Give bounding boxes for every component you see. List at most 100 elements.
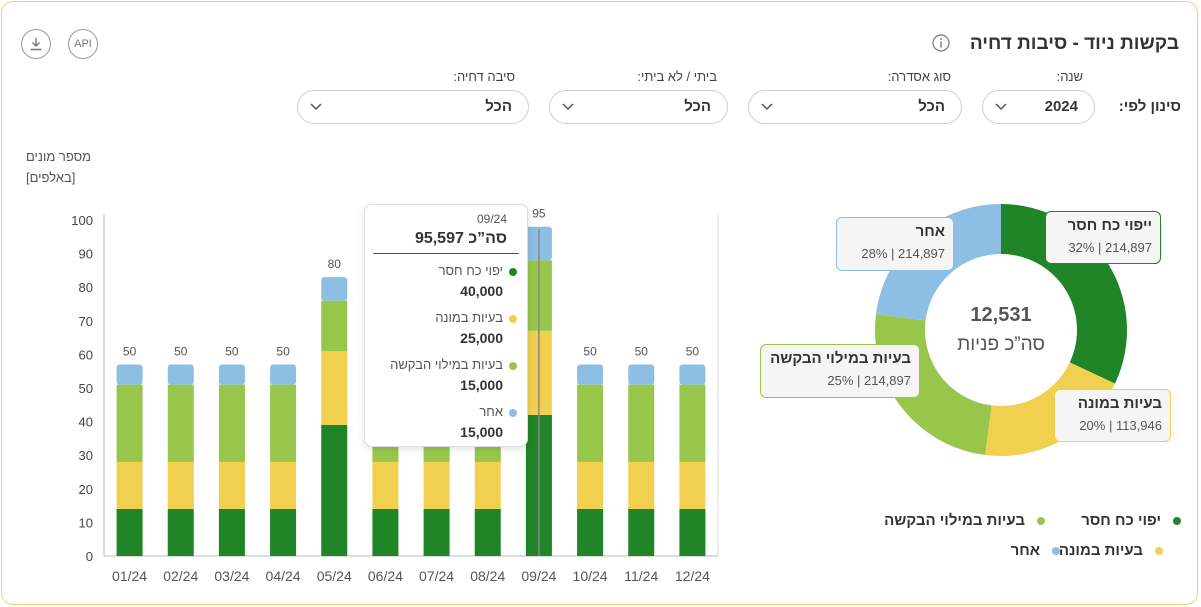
chevron-down-icon xyxy=(562,103,574,111)
x-tick-label: 01/24 xyxy=(112,568,147,584)
donut-label-name: בעיות במילוי הבקשה xyxy=(770,350,911,367)
donut-slice xyxy=(985,362,1116,456)
legend-label: אחר xyxy=(1010,542,1040,559)
donut-label-stats: 214,897 | 32% xyxy=(1068,240,1152,255)
api-label: API xyxy=(74,38,92,50)
x-tick-label: 02/24 xyxy=(163,568,198,584)
bar-segment xyxy=(679,461,706,509)
tooltip-item-value: 40,000 xyxy=(460,283,503,299)
y-tick-label: 70 xyxy=(79,314,93,329)
home-filter-label: ביתי / לא ביתי: xyxy=(637,69,717,84)
year-select[interactable]: 2024 xyxy=(982,90,1095,124)
legend-item[interactable]: אחר xyxy=(1011,542,1060,559)
donut-label-stats: 214,897 | 25% xyxy=(827,373,911,388)
bar-total-label: 95 xyxy=(532,207,546,221)
bar-segment xyxy=(116,384,143,462)
chevron-down-icon xyxy=(310,103,322,111)
chart-tooltip: 09/24 סה”כ 95,597 יפוי כח חסר 40,000 בעי… xyxy=(364,204,528,447)
bar-segment xyxy=(679,384,706,462)
legend-item[interactable]: בעיות במילוי הבקשה xyxy=(884,512,1045,529)
chevron-down-icon xyxy=(761,103,773,111)
year-filter-label: שנה: xyxy=(1056,69,1083,84)
reason-select[interactable]: הכל xyxy=(297,90,529,124)
tooltip-item-value: 25,000 xyxy=(460,330,503,346)
api-button[interactable]: API xyxy=(68,29,98,59)
year-select-value: 2024 xyxy=(1044,98,1078,115)
bar-total-label: 50 xyxy=(225,344,239,358)
tooltip-item-dot xyxy=(509,409,517,417)
donut-label-stats: 214,897 | 28% xyxy=(861,246,945,261)
info-icon[interactable] xyxy=(932,34,950,52)
x-tick-label: 11/24 xyxy=(624,568,658,584)
download-button[interactable] xyxy=(21,29,51,59)
bar-total-label: 50 xyxy=(276,344,290,358)
bar-segment xyxy=(577,508,604,556)
bar-segment xyxy=(218,508,245,556)
donut-label-other: אחר 214,897 | 28% xyxy=(836,217,954,271)
tooltip-item-name: בעיות במילוי הבקשה xyxy=(390,357,503,372)
y-tick-label: 90 xyxy=(79,247,93,262)
bar-segment xyxy=(628,384,655,462)
bar-segment xyxy=(474,508,501,556)
tooltip-item-name: אחר xyxy=(479,404,503,419)
bar-segment xyxy=(372,461,399,509)
legend-item[interactable]: בעיות במונה xyxy=(1059,542,1163,559)
y-tick-label: 20 xyxy=(79,482,93,497)
bar-segment xyxy=(321,277,348,301)
donut-label-missing-poa: ייפוי כח חסר 214,897 | 32% xyxy=(1045,211,1161,264)
bar-segment xyxy=(218,364,245,385)
bar-segment xyxy=(167,364,194,385)
bar-segment xyxy=(577,461,604,509)
reason-filter-label: סיבה דחיה: xyxy=(453,69,515,84)
legend-label: יפוי כח חסר xyxy=(1081,512,1161,529)
x-tick-label: 07/24 xyxy=(419,568,454,584)
bar-total-label: 50 xyxy=(123,344,137,358)
series-type-select[interactable]: הכל xyxy=(748,90,962,124)
x-tick-label: 09/24 xyxy=(521,568,556,584)
filter-by-label: סינון לפי: xyxy=(1118,98,1181,115)
legend-dot xyxy=(1052,547,1060,556)
home-select[interactable]: הכל xyxy=(549,90,728,124)
legend-label: בעיות במונה xyxy=(1058,542,1143,559)
tooltip-item-name: בעיות במונה xyxy=(435,310,503,325)
tooltip-item-value: 15,000 xyxy=(460,424,503,440)
bar-segment xyxy=(321,300,348,352)
donut-label-stats: 113,946 | 20% xyxy=(1079,418,1162,433)
home-select-value: הכל xyxy=(684,98,711,115)
bar-segment xyxy=(577,384,604,462)
donut-label-name: אחר xyxy=(915,223,945,240)
bar-segment xyxy=(167,508,194,556)
x-tick-label: 04/24 xyxy=(266,568,301,584)
bar-total-label: 50 xyxy=(686,344,700,358)
donut-label-name: ייפוי כח חסר xyxy=(1067,217,1152,234)
bar-segment xyxy=(270,364,297,385)
donut-label-meter-issues: בעיות במונה 113,946 | 20% xyxy=(1054,389,1171,442)
legend-dot xyxy=(1155,547,1163,556)
tooltip-item-dot xyxy=(509,362,517,370)
y-tick-label: 10 xyxy=(79,515,93,530)
x-tick-label: 03/24 xyxy=(214,568,249,584)
y-axis-title-line-1: מספר מונים xyxy=(26,149,92,164)
y-tick-label: 40 xyxy=(79,415,93,430)
bar-segment xyxy=(116,508,143,556)
legend-item[interactable]: יפוי כח חסר xyxy=(1081,512,1181,529)
x-tick-label: 10/24 xyxy=(573,568,608,584)
donut-label-form-issues: בעיות במילוי הבקשה 214,897 | 25% xyxy=(760,344,920,398)
y-tick-label: 50 xyxy=(79,381,93,396)
bar-total-label: 50 xyxy=(174,344,188,358)
legend-dot xyxy=(1037,517,1045,526)
donut-total: 12,531 xyxy=(970,304,1032,326)
bar-total-label: 50 xyxy=(583,344,597,358)
x-tick-label: 05/24 xyxy=(317,568,352,584)
x-tick-label: 06/24 xyxy=(368,568,403,584)
bar-segment xyxy=(270,508,297,556)
bar-segment xyxy=(167,461,194,509)
y-axis-title: מספר מונים [באלפים] xyxy=(26,146,91,188)
bar-segment xyxy=(679,508,706,556)
page-title: בקשות ניוד - סיבות דחיה xyxy=(969,33,1179,54)
series-type-filter-label: סוג אסדרה: xyxy=(887,69,951,84)
y-tick-label: 60 xyxy=(79,347,93,362)
tooltip-item-dot xyxy=(509,315,517,323)
tooltip-item-name: יפוי כח חסר xyxy=(438,263,503,278)
donut-label-name: בעיות במונה xyxy=(1077,395,1162,412)
